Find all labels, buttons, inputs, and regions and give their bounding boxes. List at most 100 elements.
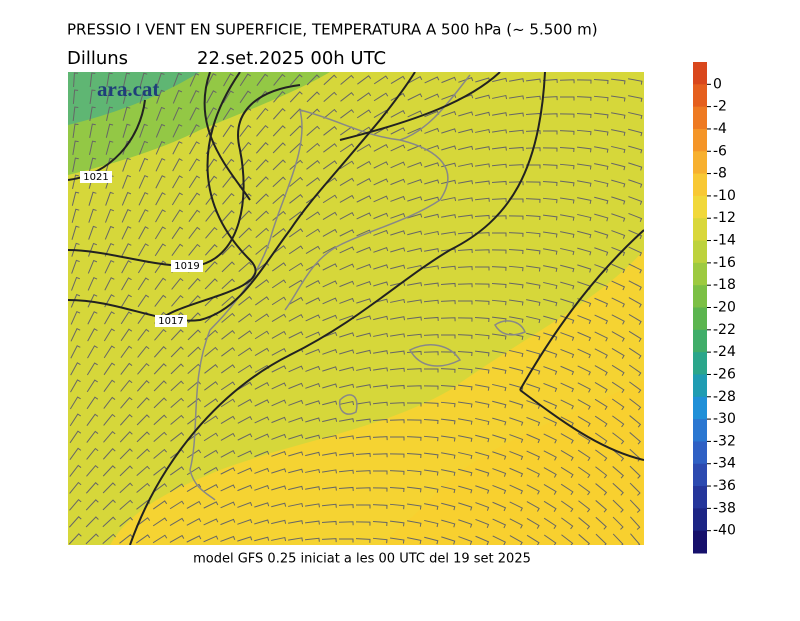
wind-barb bbox=[104, 225, 115, 240]
wind-barb bbox=[475, 163, 490, 168]
wind-barb bbox=[322, 297, 338, 305]
wind-barb bbox=[492, 77, 508, 83]
colorbar: 0 -2 -4 -6 -8 -10 -12 -14 -16 -18 -20 -22 -24 -26 -28 -… bbox=[693, 62, 736, 554]
wind-barb bbox=[136, 465, 150, 476]
wind-barb bbox=[72, 123, 79, 139]
wind-barb bbox=[102, 499, 116, 511]
wind-barb bbox=[88, 191, 97, 206]
wind-barb bbox=[611, 381, 625, 394]
wind-barb bbox=[105, 140, 114, 155]
wind-barb bbox=[357, 75, 372, 85]
wind-barb bbox=[390, 75, 406, 85]
wind-barb bbox=[135, 534, 151, 544]
wind-barb bbox=[457, 317, 473, 322]
wind-barb bbox=[305, 314, 321, 322]
wind-barb bbox=[137, 294, 150, 308]
wind-barb bbox=[237, 484, 253, 492]
wind-barb bbox=[172, 106, 183, 121]
wind-barb bbox=[221, 312, 236, 323]
wind-barb bbox=[440, 265, 456, 270]
wind-barb bbox=[339, 212, 355, 220]
wind-barb bbox=[306, 91, 320, 103]
wind-barb bbox=[106, 106, 114, 121]
wind-barb bbox=[424, 230, 440, 236]
wind-barb bbox=[204, 363, 219, 374]
wind-barb bbox=[407, 282, 423, 287]
wind-barb bbox=[271, 296, 287, 306]
wind-barb bbox=[186, 483, 202, 493]
wind-barb bbox=[407, 537, 422, 544]
wind-barb bbox=[474, 350, 490, 357]
colorbar-band bbox=[693, 106, 707, 130]
colorbar-label: -22 bbox=[713, 322, 736, 338]
wind-barb bbox=[322, 263, 338, 271]
wind-barb bbox=[458, 519, 473, 528]
wind-barb bbox=[611, 196, 626, 205]
wind-barb bbox=[509, 535, 523, 545]
wind-barb bbox=[424, 213, 440, 219]
colorbar-label: -18 bbox=[713, 277, 736, 293]
wind-barb bbox=[339, 194, 355, 203]
wind-barb bbox=[356, 298, 372, 304]
wind-barb bbox=[560, 399, 574, 410]
wind-barb bbox=[304, 537, 320, 542]
wind-barb bbox=[373, 315, 389, 321]
wind-barb bbox=[373, 264, 389, 270]
wind-barb bbox=[204, 346, 219, 357]
isobar-label-box bbox=[155, 315, 187, 327]
wind-barb bbox=[305, 468, 321, 474]
wind-barb bbox=[559, 130, 575, 135]
wind-barb bbox=[137, 328, 150, 341]
wind-barb bbox=[170, 397, 184, 408]
wind-barb bbox=[69, 396, 81, 410]
wind-barb bbox=[254, 519, 270, 525]
wind-barb bbox=[509, 467, 524, 478]
logo: ara.cat bbox=[97, 77, 159, 101]
wind-barb bbox=[509, 450, 524, 461]
wind-barb bbox=[474, 232, 490, 237]
wind-barb bbox=[424, 196, 440, 202]
wind-barb bbox=[288, 451, 304, 457]
wind-barb bbox=[119, 516, 134, 527]
wind-barb bbox=[595, 516, 607, 530]
wind-barb bbox=[440, 401, 456, 408]
wind-barb bbox=[475, 146, 491, 151]
wind-barb bbox=[171, 226, 184, 240]
wind-barb bbox=[576, 79, 592, 84]
wind-barb bbox=[457, 214, 473, 219]
wind-barb bbox=[390, 178, 406, 186]
wind-barb bbox=[305, 211, 321, 221]
wind-barb bbox=[372, 504, 388, 509]
wind-barb bbox=[492, 112, 508, 117]
wind-barb bbox=[237, 381, 253, 391]
wind-barb bbox=[154, 243, 167, 257]
wind-barb bbox=[424, 503, 439, 510]
wind-barb bbox=[509, 366, 524, 375]
wind-barb bbox=[172, 175, 183, 189]
wind-barb bbox=[222, 107, 235, 121]
wind-barb bbox=[560, 382, 575, 393]
wind-barb bbox=[492, 417, 507, 426]
wind-barb bbox=[441, 76, 457, 84]
wind-barb bbox=[509, 316, 524, 323]
wind-barb bbox=[611, 213, 626, 222]
wind-barb bbox=[406, 333, 422, 338]
wind-barb bbox=[255, 279, 270, 289]
wind-barb bbox=[322, 160, 338, 170]
wind-barb bbox=[237, 416, 253, 424]
wind-barb bbox=[458, 536, 473, 545]
wind-barb bbox=[289, 74, 303, 86]
wind-barb bbox=[186, 535, 202, 543]
wind-barb bbox=[356, 332, 372, 338]
colorbar-label: -6 bbox=[713, 143, 727, 159]
wind-barb bbox=[171, 277, 184, 290]
wind-barb bbox=[86, 430, 99, 443]
wind-barb bbox=[441, 519, 456, 528]
wind-barb bbox=[560, 433, 574, 444]
wind-barb bbox=[611, 145, 626, 154]
wind-barb bbox=[559, 79, 575, 84]
wind-barb bbox=[153, 346, 167, 358]
wind-barb bbox=[89, 72, 96, 88]
wind-barb bbox=[72, 174, 80, 189]
wind-barb bbox=[543, 281, 558, 290]
